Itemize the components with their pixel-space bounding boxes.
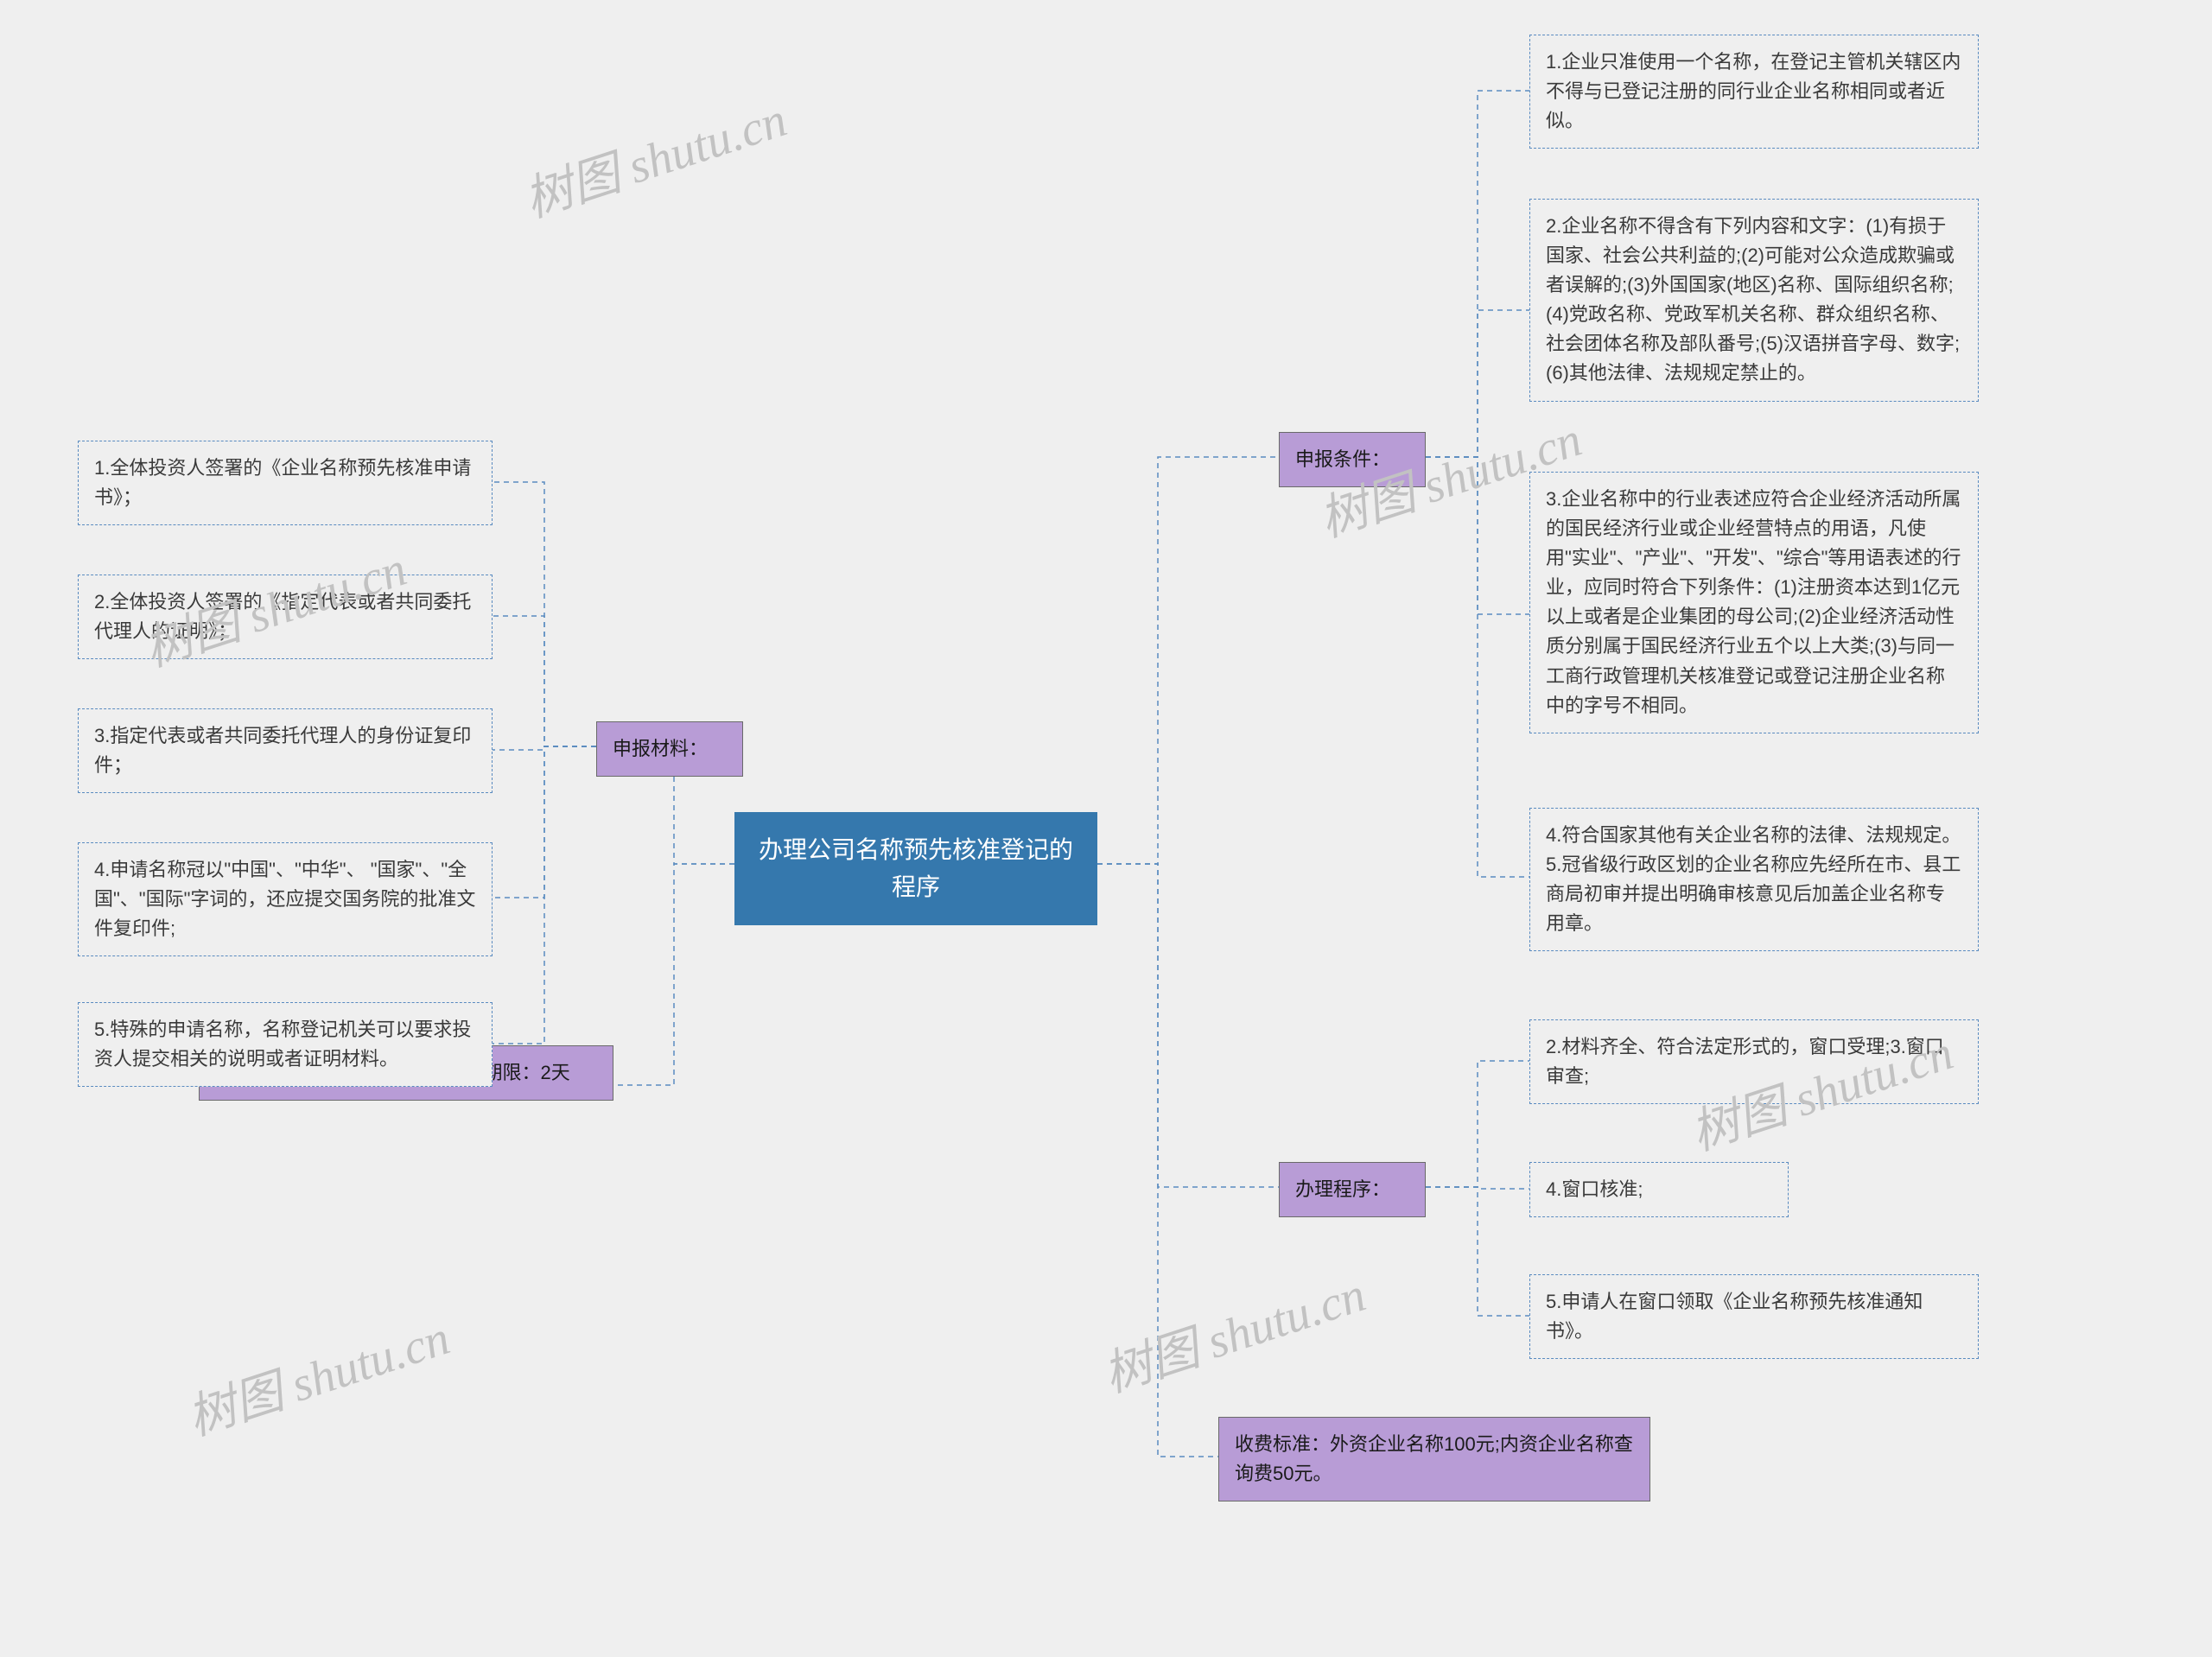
root-text: 办理公司名称预先核准登记的程序	[759, 836, 1073, 900]
branch-fee: 收费标准：外资企业名称100元;内资企业名称查询费50元。	[1218, 1417, 1650, 1501]
leaf-condition-4: 4.符合国家其他有关企业名称的法律、法规规定。5.冠省级行政区划的企业名称应先经…	[1529, 808, 1979, 951]
leaf-condition-3: 3.企业名称中的行业表述应符合企业经济活动所属的国民经济行业或企业经营特点的用语…	[1529, 472, 1979, 733]
leaf-text: 1.企业只准使用一个名称，在登记主管机关辖区内不得与已登记注册的同行业企业名称相…	[1546, 51, 1961, 131]
branch-conditions: 申报条件：	[1279, 432, 1426, 487]
leaf-material-5: 5.特殊的申请名称，名称登记机关可以要求投资人提交相关的说明或者证明材料。	[78, 1002, 493, 1087]
watermark: 树图 shutu.cn	[514, 80, 794, 231]
watermark: 树图 shutu.cn	[177, 1298, 457, 1449]
leaf-material-2: 2.全体投资人签署的《指定代表或者共同委托代理人的证明》；	[78, 575, 493, 659]
leaf-text: 2.材料齐全、符合法定形式的，窗口受理;3.窗口审查;	[1546, 1036, 1944, 1087]
leaf-text: 4.符合国家其他有关企业名称的法律、法规规定。5.冠省级行政区划的企业名称应先经…	[1546, 824, 1961, 934]
leaf-text: 5.特殊的申请名称，名称登记机关可以要求投资人提交相关的说明或者证明材料。	[94, 1019, 471, 1070]
leaf-material-3: 3.指定代表或者共同委托代理人的身份证复印件；	[78, 708, 493, 793]
leaf-material-4: 4.申请名称冠以"中国"、"中华"、 "国家"、"全国"、"国际"字词的，还应提…	[78, 842, 493, 956]
leaf-text: 2.全体投资人签署的《指定代表或者共同委托代理人的证明》；	[94, 591, 471, 642]
leaf-text: 3.企业名称中的行业表述应符合企业经济活动所属的国民经济行业或企业经营特点的用语…	[1546, 488, 1961, 716]
leaf-material-1: 1.全体投资人签署的《企业名称预先核准申请书》；	[78, 441, 493, 525]
leaf-text: 2.企业名称不得含有下列内容和文字：(1)有损于国家、社会公共利益的;(2)可能…	[1546, 215, 1960, 384]
leaf-text: 5.申请人在窗口领取《企业名称预先核准通知书》。	[1546, 1291, 1923, 1342]
leaf-process-3: 5.申请人在窗口领取《企业名称预先核准通知书》。	[1529, 1274, 1979, 1359]
leaf-text: 4.申请名称冠以"中国"、"中华"、 "国家"、"全国"、"国际"字词的，还应提…	[94, 859, 475, 939]
leaf-process-1: 2.材料齐全、符合法定形式的，窗口受理;3.窗口审查;	[1529, 1019, 1979, 1104]
branch-materials: 申报材料：	[596, 721, 743, 777]
branch-process: 办理程序：	[1279, 1162, 1426, 1217]
watermark: 树图 shutu.cn	[1093, 1255, 1373, 1406]
leaf-text: 1.全体投资人签署的《企业名称预先核准申请书》；	[94, 457, 471, 508]
leaf-text: 3.指定代表或者共同委托代理人的身份证复印件；	[94, 725, 471, 776]
branch-label: 申报材料：	[613, 738, 708, 759]
leaf-condition-1: 1.企业只准使用一个名称，在登记主管机关辖区内不得与已登记注册的同行业企业名称相…	[1529, 35, 1979, 149]
leaf-text: 4.窗口核准;	[1546, 1178, 1643, 1200]
root-node: 办理公司名称预先核准登记的程序	[734, 812, 1097, 925]
branch-label: 办理程序：	[1295, 1178, 1390, 1200]
branch-label: 收费标准：外资企业名称100元;内资企业名称查询费50元。	[1235, 1433, 1633, 1484]
branch-label: 申报条件：	[1295, 448, 1390, 470]
leaf-condition-2: 2.企业名称不得含有下列内容和文字：(1)有损于国家、社会公共利益的;(2)可能…	[1529, 199, 1979, 402]
leaf-process-2: 4.窗口核准;	[1529, 1162, 1789, 1217]
